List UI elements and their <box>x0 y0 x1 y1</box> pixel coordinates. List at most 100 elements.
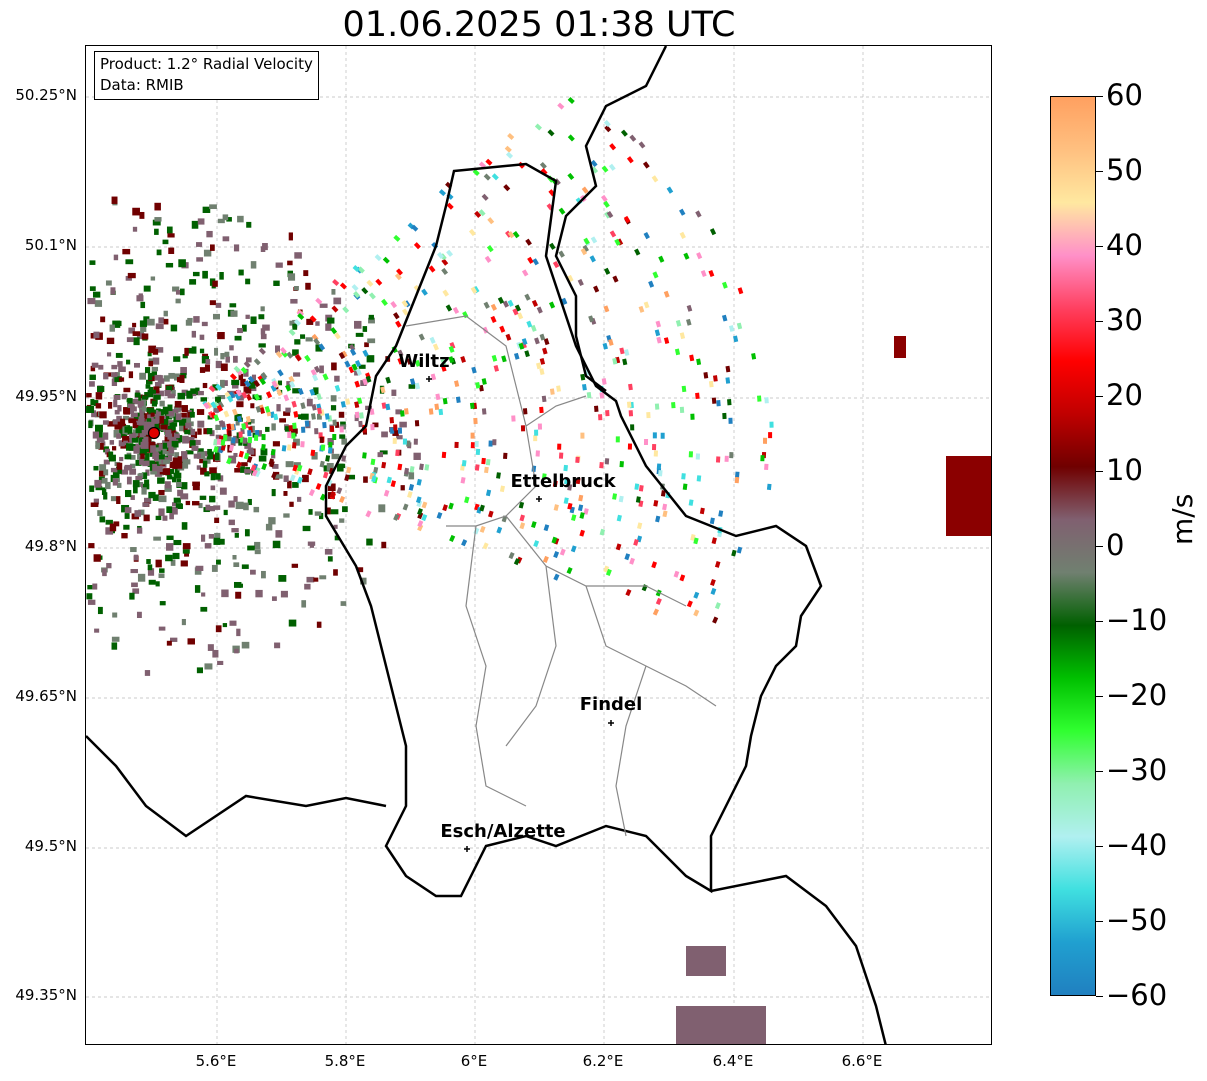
radar-echo <box>146 407 155 413</box>
radar-echo <box>409 378 416 386</box>
radar-echo <box>128 327 136 334</box>
radar-echo <box>539 161 547 170</box>
radar-echo <box>505 333 512 341</box>
radar-echo <box>197 390 204 396</box>
radar-echo <box>338 351 346 360</box>
radar-echo <box>123 387 131 393</box>
radar-echo <box>406 440 411 447</box>
radar-echo <box>322 373 329 381</box>
radar-echo <box>235 419 240 426</box>
radar-echo <box>213 405 220 413</box>
radar-echo <box>150 468 158 475</box>
radar-echo <box>534 429 539 436</box>
radar-echo <box>260 443 266 451</box>
radar-echo <box>175 413 182 421</box>
radar-echo <box>159 400 165 407</box>
radar-echo <box>474 210 482 218</box>
radar-echo <box>182 354 188 359</box>
radar-echo <box>478 209 486 217</box>
map-area[interactable] <box>85 45 992 1045</box>
radar-echo <box>189 391 197 397</box>
radar-echo <box>162 448 167 455</box>
radar-echo <box>599 462 604 469</box>
radar-echo <box>567 96 575 104</box>
radar-echo <box>209 300 216 306</box>
radar-echo <box>108 402 113 409</box>
radar-echo <box>276 389 283 397</box>
radar-echo <box>98 470 106 477</box>
radar-echo <box>612 357 618 365</box>
radar-echo <box>238 269 244 276</box>
radar-echo <box>358 364 366 369</box>
radar-echo <box>651 175 659 183</box>
radar-echo <box>206 428 213 435</box>
radar-echo <box>184 347 189 356</box>
radar-echo <box>736 546 743 554</box>
radar-echo <box>352 264 360 272</box>
radar-echo <box>158 508 165 517</box>
radar-echo <box>310 413 316 420</box>
radar-echo <box>195 565 204 571</box>
radar-echo <box>624 553 631 561</box>
radar-echo <box>166 543 174 551</box>
radar-echo <box>695 210 702 218</box>
radar-echo <box>147 373 153 381</box>
radar-echo <box>182 462 189 469</box>
radar-echo <box>314 511 322 516</box>
radar-echo <box>601 378 607 385</box>
radar-echo <box>109 440 115 445</box>
radar-echo <box>136 332 145 340</box>
radar-echo <box>106 337 115 345</box>
radar-echo <box>679 208 686 216</box>
radar-echo <box>275 350 283 359</box>
radar-echo <box>381 431 388 438</box>
radar-echo <box>452 306 460 315</box>
radar-echo <box>111 636 120 642</box>
radar-echo <box>265 391 273 399</box>
radar-echo <box>226 457 233 465</box>
radar-echo <box>134 392 141 398</box>
radar-echo <box>379 450 388 455</box>
radar-echo <box>219 272 224 280</box>
radar-echo <box>221 589 229 598</box>
radar-echo <box>432 343 439 351</box>
radar-echo <box>483 301 490 309</box>
radar-echo <box>269 460 275 468</box>
radar-echo <box>316 407 323 415</box>
radar-echo <box>361 287 369 295</box>
radar-echo <box>601 165 609 173</box>
radar-echo <box>620 129 628 137</box>
radar-echo <box>292 422 297 429</box>
radar-echo <box>446 202 454 210</box>
radar-echo <box>605 568 612 576</box>
radar-echo <box>310 449 316 457</box>
lon-tick-label: 5.6°E <box>195 1052 237 1070</box>
radar-echo <box>92 291 101 298</box>
radar-echo <box>220 363 228 371</box>
radar-echo <box>132 398 139 405</box>
radar-echo <box>259 377 267 386</box>
radar-echo <box>246 449 255 455</box>
radar-echo <box>653 500 659 507</box>
radar-echo <box>109 454 116 462</box>
radar-echo <box>648 280 655 288</box>
radar-echo <box>404 467 410 475</box>
radar-echo <box>283 475 289 482</box>
radar-echo <box>503 184 511 192</box>
radar-echo <box>124 489 132 498</box>
radar-echo <box>140 325 147 332</box>
radar-echo <box>482 542 489 550</box>
radar-echo <box>756 395 762 402</box>
radar-echo <box>289 501 294 507</box>
radar-echo <box>347 474 356 480</box>
radar-echo <box>132 480 140 488</box>
radar-echo <box>284 426 291 432</box>
radar-echo <box>163 375 170 382</box>
radar-echo <box>491 354 498 362</box>
radar-echo <box>93 400 99 406</box>
radar-echo <box>579 512 585 519</box>
radar-echo <box>137 573 146 582</box>
radar-echo <box>543 524 550 532</box>
radar-echo <box>332 434 337 441</box>
radar-echo <box>240 366 248 374</box>
